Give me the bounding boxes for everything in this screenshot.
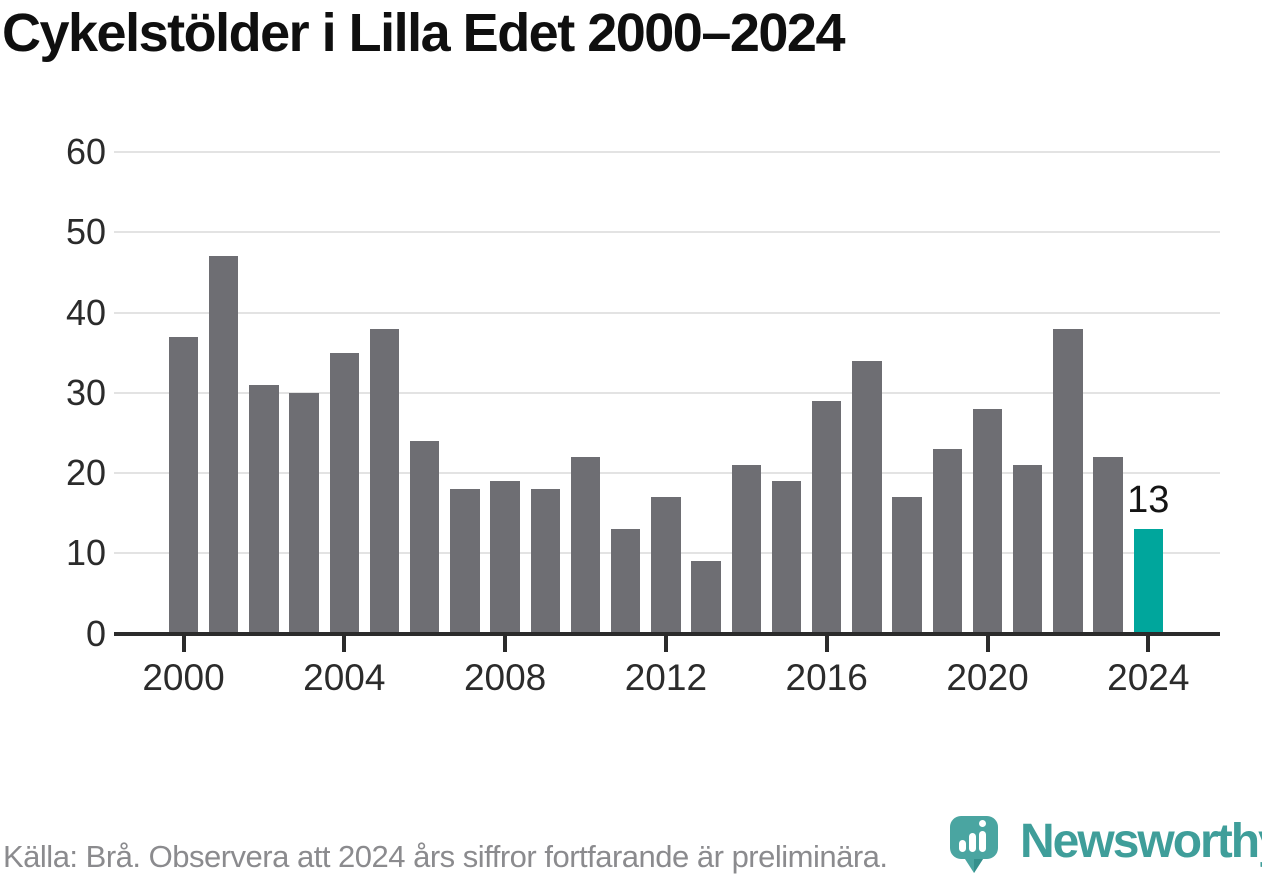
bar-2008 (490, 481, 520, 634)
bar-2001 (208, 256, 239, 634)
value-label-2024: 13 (1127, 479, 1170, 522)
bar-2013 (691, 561, 721, 634)
bar-2009 (530, 489, 561, 634)
y-axis-label-10: 10 (65, 532, 106, 574)
bar-2016 (811, 400, 842, 634)
y-axis-label-20: 20 (65, 452, 106, 493)
newsworthy-wordmark: Newsworthy (1020, 815, 1262, 868)
bar-2022 (1053, 328, 1083, 634)
x-axis-label-2024: 2024 (1107, 657, 1190, 698)
x-axis-label-2020: 2020 (946, 657, 1029, 698)
pin-bar-medium (969, 833, 976, 852)
x-tick-2008 (503, 635, 508, 652)
pin-bar-small (959, 840, 966, 852)
bar-2011 (610, 529, 641, 634)
x-tick-2016 (824, 635, 829, 652)
newsworthy-pin-icon (950, 816, 998, 873)
x-axis-label-2016: 2016 (785, 657, 868, 698)
bar-2010 (570, 456, 601, 634)
y-axis-label-50: 50 (65, 211, 106, 253)
bar-2012 (651, 497, 681, 634)
bar-2002 (249, 384, 279, 634)
y-axis-label-40: 40 (65, 291, 106, 333)
source-note: Källa: Brå. Observera att 2024 års siffr… (3, 839, 888, 874)
bar-2018 (892, 497, 922, 634)
bar-2023 (1093, 456, 1123, 634)
bar-2020 (972, 408, 1003, 634)
x-axis-label-2012: 2012 (624, 657, 708, 698)
x-tick-2024 (1146, 635, 1151, 652)
bar-2007 (450, 489, 480, 634)
x-tick-2012 (663, 635, 668, 652)
gridline-20 (114, 472, 1220, 474)
bar-2014 (731, 464, 762, 634)
x-axis-label-2000: 2000 (142, 657, 225, 698)
bar-2004 (329, 352, 360, 634)
bar-2005 (369, 328, 400, 634)
x-axis-label-2004: 2004 (303, 657, 386, 698)
bar-2000 (168, 336, 199, 634)
gridline-40 (114, 311, 1220, 314)
gridline-60 (114, 151, 1220, 153)
x-tick-2000 (181, 635, 186, 652)
bar-2021 (1012, 464, 1043, 634)
y-axis-label-30: 30 (65, 371, 106, 413)
gridline-30 (114, 391, 1220, 394)
x-axis-label-2008: 2008 (463, 657, 547, 698)
bar-2006 (409, 440, 440, 634)
y-axis-label-60: 60 (65, 131, 106, 172)
bar-2003 (289, 392, 319, 634)
bar-2017 (852, 360, 882, 634)
bar-2019 (932, 448, 963, 634)
x-axis (114, 632, 1220, 636)
bar-2024 (1133, 529, 1164, 634)
x-tick-2004 (342, 635, 347, 652)
x-tick-2020 (985, 635, 990, 652)
bar-2015 (771, 481, 802, 634)
y-axis-label-0: 0 (85, 612, 106, 654)
pin-bar-tall (979, 831, 986, 852)
pin-dot (979, 820, 986, 827)
pin-shadow (974, 859, 983, 873)
chart-title: Cykelstölder i Lilla Edet 2000–2024 (2, 3, 845, 63)
gridline-50 (114, 231, 1220, 234)
